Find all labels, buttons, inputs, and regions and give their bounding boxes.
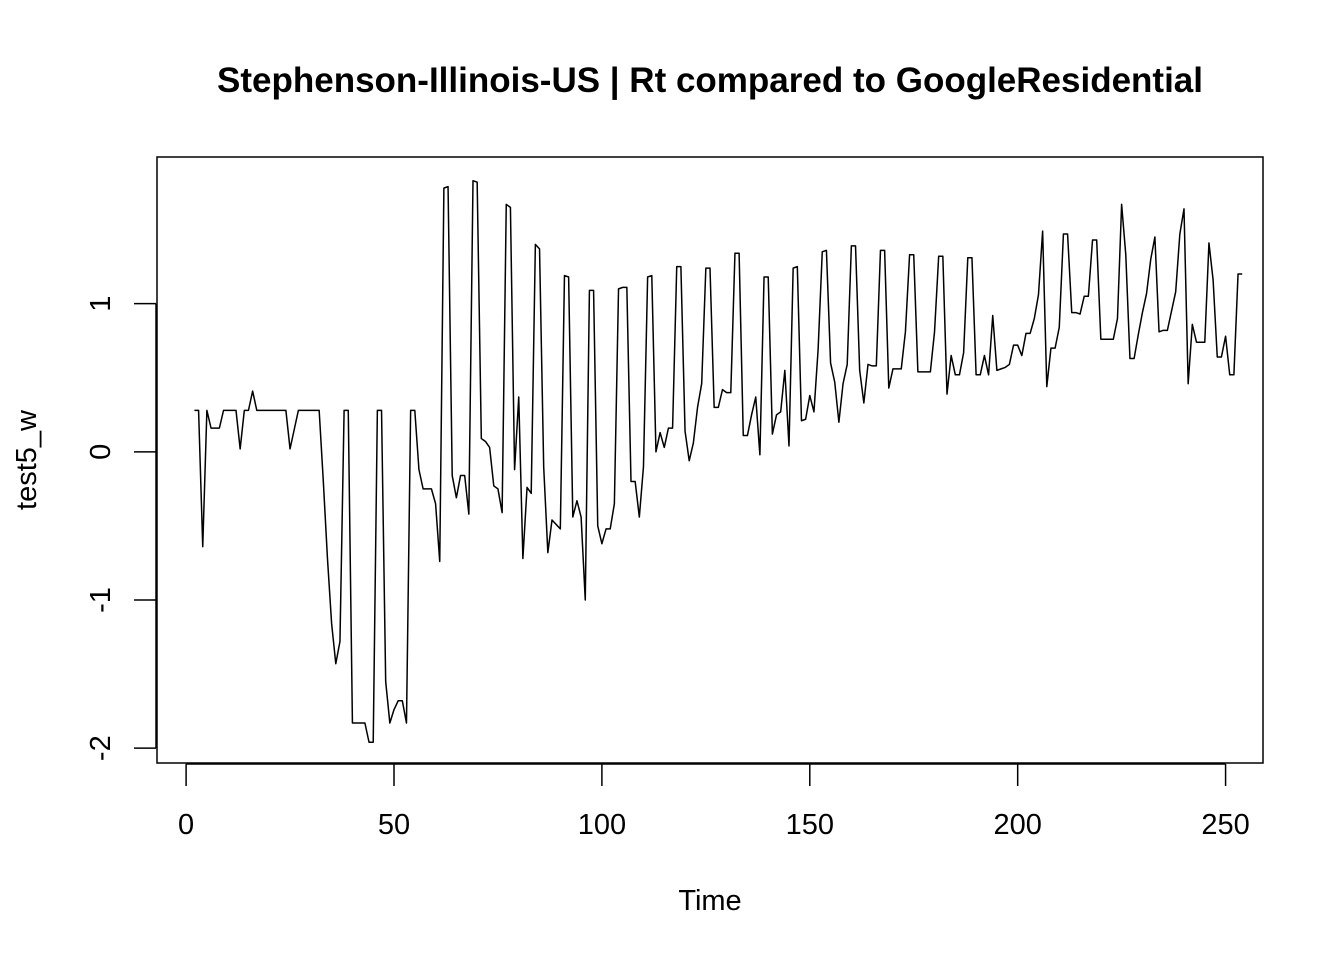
y-axis: -2 -1 0 1 — [85, 296, 157, 761]
x-tick-label: 50 — [378, 809, 410, 841]
y-tick-label: -2 — [85, 735, 117, 761]
x-axis: 0 50 100 150 200 250 — [178, 763, 1250, 841]
series-line — [194, 179, 1243, 744]
plot-frame — [156, 156, 1264, 764]
y-axis-label: test5_w — [11, 409, 43, 510]
x-axis-label: Time — [678, 885, 741, 917]
y-tick-label: 0 — [85, 444, 117, 460]
x-tick-label: 150 — [786, 809, 834, 841]
chart-title: Stephenson-Illinois-US | Rt compared to … — [217, 61, 1203, 100]
x-tick-label: 200 — [993, 809, 1041, 841]
x-tick-label: 0 — [178, 809, 194, 841]
y-tick-label: 1 — [85, 296, 117, 312]
x-tick-label: 250 — [1201, 809, 1249, 841]
x-tick-label: 100 — [578, 809, 626, 841]
y-tick-label: -1 — [85, 587, 117, 613]
